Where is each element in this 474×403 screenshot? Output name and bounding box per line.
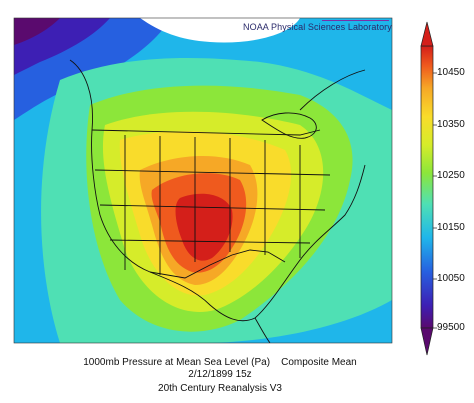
- credit-label: NOAA Physical Sciences Laboratory: [243, 22, 392, 32]
- colorbar-tick-10450: 10450: [437, 67, 465, 78]
- colorbar-tick-10150: 10150: [437, 222, 465, 233]
- low-region-north: [140, 18, 300, 43]
- colorbar-tick-10250: 10250: [437, 170, 465, 181]
- coastlines-borders: [69, 59, 366, 343]
- colorbar-arrow-top: [420, 21, 434, 47]
- colorbar-arrow-bottom: [420, 327, 434, 356]
- credit-underline: [322, 20, 389, 21]
- map-frame: [13, 17, 393, 344]
- colorbar: [420, 21, 437, 356]
- caption-variable: 1000mb Pressure at Mean Sea Level (Pa) C…: [83, 357, 357, 368]
- caption-date: 2/12/1899 15z: [188, 369, 252, 380]
- colorbar-tick-10350: 10350: [437, 119, 465, 130]
- caption-dataset: 20th Century Reanalysis V3: [158, 383, 282, 394]
- deepest-low-northwest: [14, 18, 60, 45]
- pressure-field: [14, 18, 392, 343]
- colorbar-tick-99500: 99500: [437, 322, 465, 333]
- high-center: [175, 193, 233, 261]
- colorbar-tick-10050: 10050: [437, 273, 465, 284]
